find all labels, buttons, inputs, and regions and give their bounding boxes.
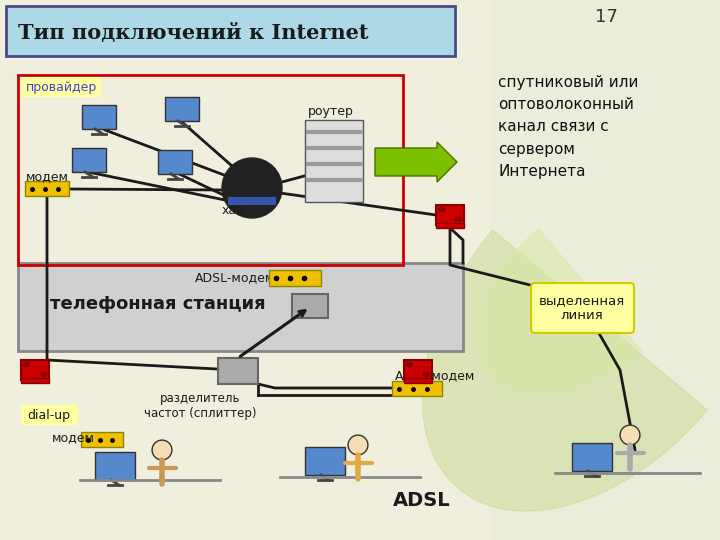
Bar: [21, 360, 49, 380]
Bar: [228, 197, 276, 205]
Bar: [158, 150, 192, 174]
Bar: [305, 447, 345, 475]
Ellipse shape: [423, 372, 430, 377]
Ellipse shape: [40, 372, 47, 377]
Polygon shape: [490, 0, 720, 540]
FancyBboxPatch shape: [81, 432, 123, 447]
Bar: [72, 148, 106, 172]
Text: провайдер: провайдер: [26, 80, 97, 93]
Text: ADSL-модем: ADSL-модем: [395, 369, 475, 382]
Text: хаб: хаб: [222, 204, 245, 217]
Polygon shape: [423, 230, 707, 511]
Bar: [572, 443, 612, 471]
FancyBboxPatch shape: [531, 283, 634, 333]
Text: выделенная
линия: выделенная линия: [539, 294, 625, 322]
FancyBboxPatch shape: [269, 270, 321, 286]
Circle shape: [152, 440, 172, 460]
FancyBboxPatch shape: [21, 405, 78, 425]
Circle shape: [348, 435, 368, 455]
Text: ADSL-модем: ADSL-модем: [195, 272, 275, 285]
Text: Тип подключений к Internet: Тип подключений к Internet: [18, 23, 369, 43]
Text: разделитель
частот (сплиттер): разделитель частот (сплиттер): [144, 392, 256, 420]
Bar: [165, 97, 199, 121]
Text: ADSL: ADSL: [393, 490, 451, 510]
FancyBboxPatch shape: [25, 181, 69, 196]
Bar: [218, 358, 258, 384]
Bar: [404, 378, 432, 383]
Text: модем: модем: [52, 431, 95, 444]
Ellipse shape: [455, 217, 462, 222]
Bar: [436, 223, 464, 228]
Circle shape: [620, 425, 640, 445]
Bar: [82, 105, 116, 129]
FancyArrow shape: [375, 142, 457, 182]
FancyBboxPatch shape: [392, 381, 442, 396]
Bar: [95, 452, 135, 480]
Text: роутер: роутер: [308, 105, 354, 118]
FancyBboxPatch shape: [6, 6, 455, 56]
Bar: [18, 75, 403, 265]
Text: спутниковый или
оптоволоконный
канал связи с
сервером
Интернета: спутниковый или оптоволоконный канал свя…: [498, 75, 639, 179]
Bar: [404, 360, 432, 380]
Text: dial-up: dial-up: [27, 408, 71, 422]
Ellipse shape: [23, 362, 30, 367]
Bar: [292, 294, 328, 318]
Polygon shape: [478, 229, 642, 394]
Text: модем: модем: [26, 171, 69, 184]
Ellipse shape: [406, 362, 413, 367]
Circle shape: [222, 158, 282, 218]
Text: телефонная станция: телефонная станция: [50, 295, 266, 313]
Bar: [21, 378, 49, 383]
Ellipse shape: [438, 207, 445, 212]
FancyBboxPatch shape: [21, 77, 101, 97]
Text: 17: 17: [595, 8, 618, 26]
Bar: [305, 120, 363, 202]
Bar: [436, 205, 464, 225]
Bar: [18, 263, 463, 351]
